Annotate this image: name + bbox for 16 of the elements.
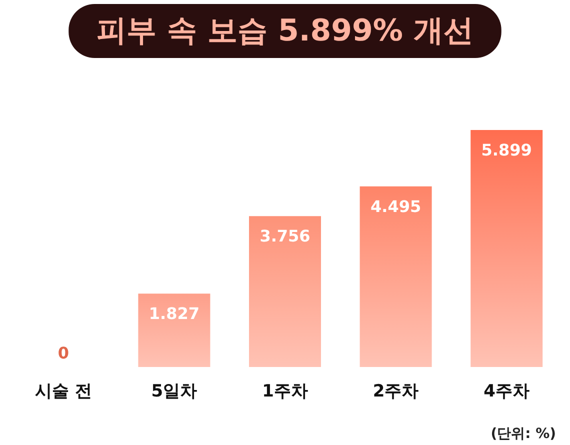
bar	[249, 216, 321, 367]
bar	[138, 294, 210, 367]
x-tick-label: 4주차	[484, 382, 530, 402]
data-label: 4.495	[370, 196, 422, 216]
x-tick-label: 1주차	[262, 382, 308, 402]
bar	[470, 130, 543, 367]
data-label: 3.756	[260, 226, 310, 246]
x-tick-label: 2주차	[372, 382, 419, 402]
chart-title: 피부 속 보습 5.899% 개선	[96, 14, 474, 48]
bar	[360, 186, 432, 367]
data-label: 5.899	[481, 140, 532, 160]
data-label: 0	[58, 344, 69, 362]
x-tick-label: 5일차	[151, 382, 198, 402]
x-tick-label: 시술 전	[34, 382, 92, 402]
data-label: 1.827	[148, 304, 200, 324]
text: (단위: %)	[490, 426, 556, 442]
